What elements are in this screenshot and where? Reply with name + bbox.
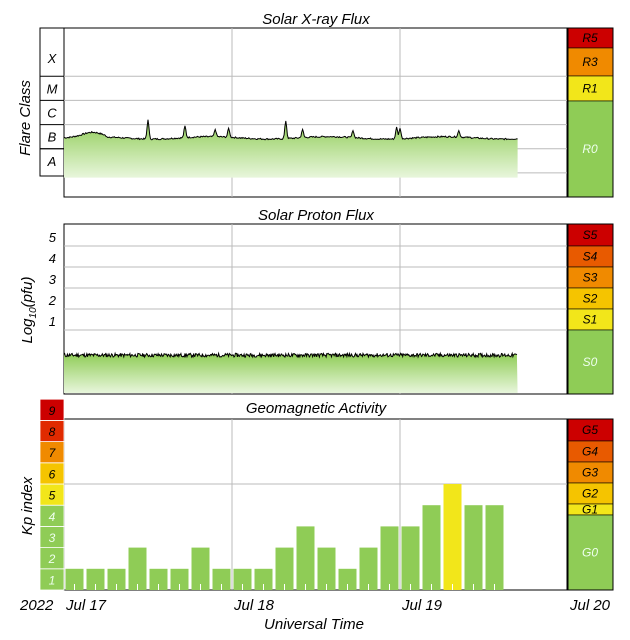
proton-y-tick: 1 (49, 314, 56, 329)
x-tick-label: Jul 20 (569, 597, 611, 614)
scale-level-label: G2 (582, 487, 598, 501)
kp-bar (485, 505, 504, 590)
kp-bar (149, 568, 168, 590)
proton-s-scale: S5 S4 S3 S2 S1 S0 (567, 223, 614, 395)
kp-bar (317, 547, 336, 590)
flare-class-label: M (47, 81, 58, 96)
scale-level-label: G4 (582, 445, 598, 459)
scale-level (567, 100, 614, 198)
scale-level-label: G5 (582, 423, 598, 437)
kp-ylabel: Kp index (19, 476, 36, 535)
kp-bar (443, 484, 462, 590)
kp-bar (233, 568, 252, 590)
proton-y-tick: 2 (48, 293, 57, 308)
flare-class-label: A (47, 154, 57, 169)
scale-level-label: R5 (582, 31, 598, 45)
proton-flux-area (64, 353, 518, 393)
scale-level-label: R3 (582, 55, 598, 69)
scale-level-label: R1 (582, 82, 597, 96)
kp-level (39, 398, 65, 421)
scale-level-label: G0 (582, 546, 598, 560)
kp-bars (65, 484, 504, 590)
kp-bar (296, 526, 315, 590)
proton-y-tick: 3 (49, 272, 57, 287)
flare-class-label: B (48, 130, 57, 145)
scale-level-label: S5 (583, 228, 598, 242)
kp-level-label: 3 (49, 531, 56, 545)
kp-bar (380, 526, 399, 590)
xray-flux-line (63, 119, 518, 141)
scale-level-label: S3 (583, 271, 598, 285)
scale-level-label: G1 (582, 503, 598, 517)
proton-y-tick: 4 (49, 251, 56, 266)
kp-level-label: 1 (49, 573, 56, 587)
kp-level-label: 9 (49, 404, 56, 418)
kp-bar (65, 568, 84, 590)
kp-bar (170, 568, 189, 590)
kp-bar (191, 547, 210, 590)
scale-level-label: S4 (583, 250, 598, 264)
kp-title: Geomagnetic Activity (246, 400, 388, 417)
kp-level-label: 8 (49, 425, 56, 439)
xray-r-scale: R5 R3 R1 R0 (567, 27, 614, 198)
kp-grid (64, 419, 567, 590)
x-tick-label: Jul 17 (65, 597, 107, 614)
flare-class-label: X (47, 51, 58, 66)
scale-level-label: S0 (583, 355, 598, 369)
proton-y-tick: 5 (49, 230, 57, 245)
kp-level-label: 6 (49, 467, 56, 481)
xray-title: Solar X-ray Flux (262, 11, 370, 28)
proton-ylabel: Log10(pfu) (19, 276, 39, 343)
kp-plot-area (63, 418, 568, 591)
flare-class-box (39, 27, 65, 177)
proton-flux-line (63, 351, 518, 359)
x-tick-label: Jul 19 (401, 597, 443, 614)
kp-bar (254, 568, 273, 590)
kp-bar (422, 505, 441, 590)
scale-level-label: S1 (583, 313, 598, 327)
kp-bar (128, 547, 147, 590)
kp-bar (401, 526, 420, 590)
scale-level-label: S2 (583, 292, 598, 306)
kp-g-scale: G5 G4 G3 G2 G1 G0 (567, 418, 614, 591)
proton-title: Solar Proton Flux (258, 207, 374, 224)
proton-y-ticks: 1 2 3 4 5 (48, 230, 57, 329)
kp-level-label: 2 (48, 552, 56, 566)
kp-bar (212, 568, 231, 590)
xray-flux-area (64, 119, 518, 178)
x-year-label: 2022 (19, 597, 54, 614)
x-tick-label: Jul 18 (233, 597, 275, 614)
kp-bar (338, 568, 357, 590)
kp-bar (86, 568, 105, 590)
kp-bar (275, 547, 294, 590)
kp-level-label: 7 (49, 446, 57, 460)
kp-level-scale: 1 2 3 4 5 6 7 8 9 (39, 398, 65, 591)
scale-level (567, 329, 614, 395)
xray-ylabel: Flare Class (17, 80, 34, 156)
x-axis-title: Universal Time (264, 616, 364, 633)
flare-class-label: C (47, 106, 57, 121)
kp-level-label: 5 (49, 489, 56, 503)
kp-bar (464, 505, 483, 590)
x-axis: 2022 Jul 17 Jul 18 Jul 19 Jul 20 Universal … (19, 597, 611, 633)
scale-level-label: G3 (582, 466, 598, 480)
scale-level-label: R0 (582, 142, 598, 156)
kp-bar (359, 547, 378, 590)
kp-level-label: 4 (49, 510, 56, 524)
kp-panel: Geomagnetic Activity Kp index 123456789 … (19, 398, 614, 591)
kp-bar (107, 568, 126, 590)
x-tick-labels: Jul 17 Jul 18 Jul 19 Jul 20 (65, 597, 611, 614)
